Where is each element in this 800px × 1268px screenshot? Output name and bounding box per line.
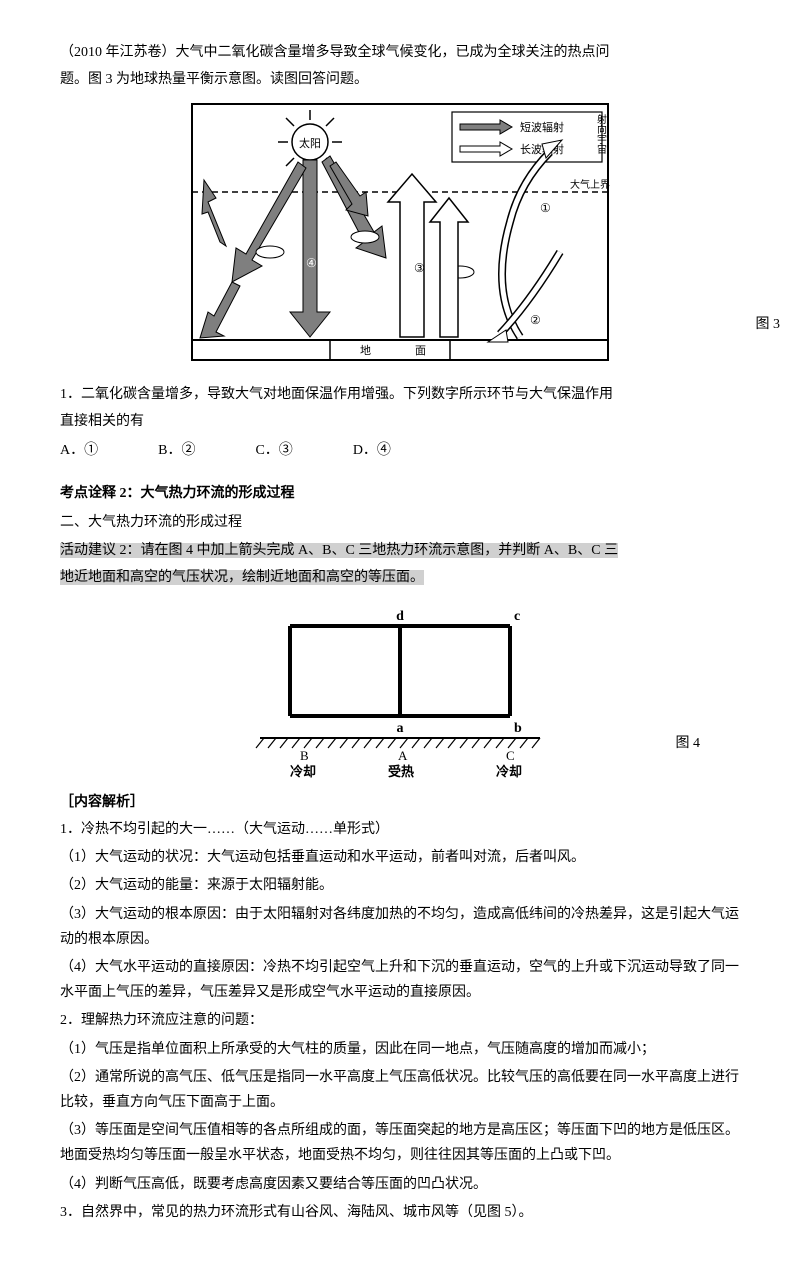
svg-text:太阳: 太阳 [299,137,321,150]
svg-text:A: A [398,748,408,763]
analysis-p2-1: （1）气压是指单位面积上所承受的大气柱的质量，因此在同一地点，气压随高度的增加而… [60,1037,740,1062]
q1-option-a: A．① [60,438,98,463]
intro-line2: 题。图 3 为地球热量平衡示意图。读图回答问题。 [60,67,740,92]
figure-3: 太阳 短波辐射 长波辐射 射向宇宙 大气上界 地 面 [60,102,740,371]
svg-text:射向宇宙: 射向宇宙 [595,114,607,155]
topic2-activity-line2: 地近地面和高空的气压状况，绘制近地面和高空的等压面。 [60,565,740,590]
svg-text:c: c [514,609,520,624]
q1-option-d: D．④ [353,438,391,463]
svg-text:a: a [397,721,404,736]
svg-text:②: ② [530,313,541,327]
svg-text:地: 地 [360,344,371,357]
q1-stem-line1: 1．二氧化碳含量增多，导致大气对地面保温作用增强。下列数字所示环节与大气保温作用 [60,382,740,407]
analysis-p1-2: （2）大气运动的能量：来源于太阳辐射能。 [60,873,740,898]
svg-text:d: d [396,609,404,624]
topic2-sub: 二、大气热力环流的形成过程 [60,510,740,535]
figure-3-label: 图 3 [756,312,781,337]
analysis-p1-3: （3）大气运动的根本原因：由于太阳辐射对各纬度加热的不均匀，造成高低纬间的冷热差… [60,902,740,952]
figure-4-label: 图 4 [676,731,701,756]
figure-4-svg: d c a b [230,606,570,781]
svg-text:B: B [300,748,309,763]
svg-text:①: ① [540,201,551,215]
svg-text:冷却: 冷却 [496,764,522,779]
svg-text:大气上界: 大气上界 [570,178,610,191]
figure-3-svg: 太阳 短波辐射 长波辐射 射向宇宙 大气上界 地 面 [190,102,610,362]
svg-text:C: C [506,748,515,763]
analysis-p1-1: （1）大气运动的状况：大气运动包括垂直运动和水平运动，前者叫对流，后者叫风。 [60,845,740,870]
analysis-p1: 1．冷热不均引起的大一……（大气运动……单形式） [60,817,740,842]
svg-text:面: 面 [415,345,426,357]
q1-options: A．① B．② C．③ D．④ [60,438,740,463]
q1-stem-line2: 直接相关的有 [60,409,740,434]
analysis-p2-3: （3）等压面是空间气压值相等的各点所组成的面，等压面突起的地方是高压区；等压面下… [60,1118,740,1168]
analysis-p1-4: （4）大气水平运动的直接原因：冷热不均引起空气上升和下沉的垂直运动，空气的上升或… [60,955,740,1005]
figure-4: d c a b [60,600,740,780]
analysis-p3: 3．自然界中，常见的热力环流形式有山谷风、海陆风、城市风等（见图 5）。 [60,1200,740,1225]
svg-text:③: ③ [414,261,425,275]
svg-text:短波辐射: 短波辐射 [520,120,564,134]
q1-option-c: C．③ [255,438,292,463]
analysis-p2-4: （4）判断气压高低，既要考虑高度因素又要结合等压面的凹凸状况。 [60,1172,740,1197]
analysis-heading: ［内容解析］ [60,790,740,815]
analysis-p2-2: （2）通常所说的高气压、低气压是指同一水平高度上气压高低状况。比较气压的高低要在… [60,1065,740,1115]
q1-option-b: B．② [158,438,195,463]
topic2-activity-line1: 活动建议 2：请在图 4 中加上箭头完成 A、B、C 三地热力环流示意图，并判断… [60,538,740,563]
svg-text:受热: 受热 [388,764,414,779]
analysis-body: 1．冷热不均引起的大一……（大气运动……单形式） （1）大气运动的状况：大气运动… [60,817,740,1225]
analysis-p2: 2．理解热力环流应注意的问题： [60,1008,740,1033]
svg-text:④: ④ [306,256,317,270]
svg-text:b: b [514,721,522,736]
svg-text:冷却: 冷却 [290,764,316,779]
intro-line1: （2010 年江苏卷）大气中二氧化碳含量增多导致全球气候变化，已成为全球关注的热… [60,40,740,65]
topic2-heading: 考点诠释 2：大气热力环流的形成过程 [60,481,740,506]
